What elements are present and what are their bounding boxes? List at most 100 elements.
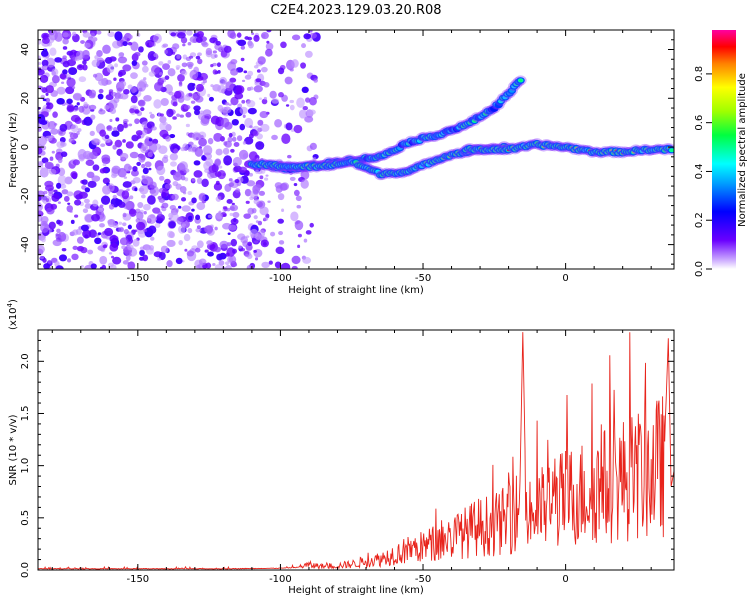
- noise-blob: [51, 70, 57, 76]
- noise-blob: [248, 151, 258, 161]
- noise-blob: [46, 102, 54, 110]
- noise-blob: [260, 239, 269, 248]
- noise-blob: [144, 161, 152, 168]
- noise-blob: [130, 72, 138, 79]
- noise-blob: [219, 240, 229, 249]
- spectrogram-y-tick-label: 0: [20, 144, 31, 150]
- noise-blob: [96, 57, 104, 63]
- noise-blob: [228, 132, 233, 138]
- noise-blob: [127, 84, 133, 90]
- noise-blob: [106, 125, 113, 132]
- noise-blob: [166, 108, 174, 118]
- noise-blob: [215, 212, 223, 220]
- noise-blob: [232, 211, 240, 219]
- noise-blob: [70, 171, 78, 179]
- noise-blob: [284, 76, 293, 85]
- noise-blob: [68, 67, 78, 76]
- noise-blob: [229, 206, 235, 211]
- noise-blob: [241, 99, 246, 104]
- noise-blob: [240, 247, 246, 252]
- noise-blob: [167, 68, 176, 77]
- noise-blob: [134, 51, 141, 57]
- noise-blob: [229, 212, 234, 217]
- noise-blob: [110, 264, 117, 269]
- noise-blob: [303, 238, 308, 243]
- noise-blob: [164, 84, 173, 94]
- noise-blob: [149, 111, 153, 115]
- noise-blob: [105, 94, 114, 101]
- noise-blob: [67, 202, 71, 205]
- noise-blob: [159, 121, 169, 132]
- noise-blob: [149, 181, 157, 189]
- noise-blob: [264, 177, 269, 181]
- noise-blob: [265, 174, 269, 177]
- noise-blob: [200, 117, 210, 126]
- noise-blob: [96, 30, 102, 35]
- noise-blob: [131, 60, 138, 66]
- noise-blob: [80, 40, 85, 44]
- noise-blob: [185, 111, 192, 118]
- noise-blob: [100, 195, 111, 205]
- noise-blob: [113, 77, 117, 81]
- noise-blob: [51, 193, 60, 202]
- snr-x-tick-label: -50: [415, 574, 431, 585]
- noise-blob: [56, 219, 61, 225]
- noise-blob: [115, 117, 120, 122]
- noise-blob: [103, 105, 110, 110]
- noise-blob: [291, 255, 301, 265]
- noise-blob: [91, 138, 101, 146]
- noise-blob: [123, 123, 128, 128]
- noise-blob: [160, 97, 169, 107]
- noise-blob: [118, 69, 127, 76]
- noise-blob: [194, 109, 200, 116]
- noise-blob: [147, 151, 153, 158]
- noise-blob: [217, 70, 221, 74]
- noise-blob: [305, 230, 312, 235]
- noise-blob: [230, 96, 239, 106]
- noise-blob: [277, 193, 285, 201]
- noise-blob: [122, 41, 128, 47]
- noise-blob: [77, 128, 82, 132]
- noise-blob: [258, 190, 266, 196]
- noise-blob: [69, 132, 79, 140]
- spectrogram-y-tick-label: 20: [20, 92, 31, 105]
- noise-blob: [213, 182, 223, 191]
- noise-blob: [138, 87, 143, 92]
- noise-blob: [202, 79, 207, 84]
- noise-blob: [101, 154, 111, 162]
- noise-blob: [109, 235, 119, 243]
- noise-blob: [123, 228, 129, 235]
- noise-blob: [51, 150, 55, 154]
- noise-blob: [160, 200, 164, 204]
- noise-blob: [123, 176, 128, 179]
- noise-blob: [188, 55, 194, 59]
- noise-blob: [253, 34, 260, 42]
- noise-blob: [132, 86, 138, 93]
- noise-blob: [110, 91, 117, 97]
- noise-blob: [161, 156, 169, 164]
- noise-blob: [82, 64, 88, 71]
- noise-blob: [223, 45, 232, 53]
- noise-blob: [102, 177, 110, 185]
- noise-blob: [293, 189, 300, 197]
- noise-blob: [140, 194, 146, 199]
- noise-blob: [138, 100, 145, 106]
- noise-blob: [289, 104, 295, 111]
- noise-blob: [277, 218, 284, 224]
- noise-blob: [251, 32, 255, 35]
- noise-blob: [251, 207, 257, 214]
- noise-blob: [280, 41, 287, 49]
- noise-blob: [84, 198, 90, 204]
- snr-y-tick-label: 0.0: [20, 562, 31, 578]
- noise-blob: [253, 215, 258, 220]
- noise-blob: [48, 221, 56, 230]
- noise-blob: [235, 85, 245, 95]
- noise-blob: [175, 64, 181, 69]
- snr-y-tick-label: 2.0: [20, 353, 31, 369]
- noise-blob: [263, 82, 270, 88]
- noise-blob: [293, 124, 303, 134]
- noise-blob: [66, 59, 77, 67]
- snr-x-tick-label: -150: [126, 574, 149, 585]
- noise-blob: [218, 165, 223, 169]
